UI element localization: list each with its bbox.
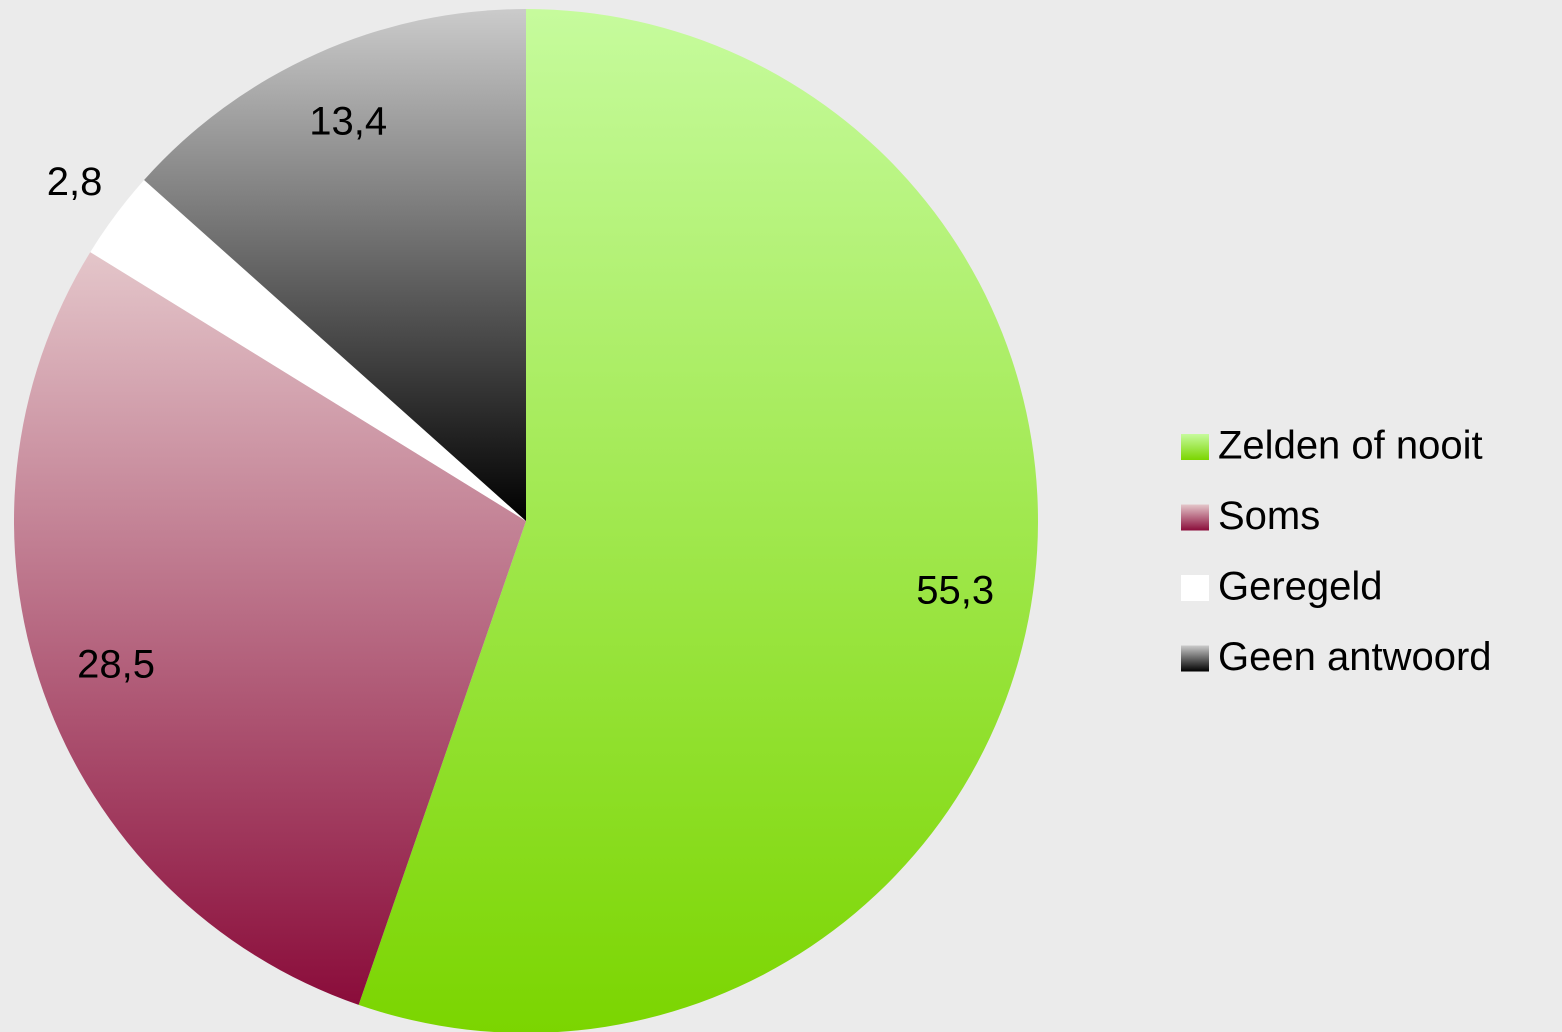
- pie-slice: [144, 9, 527, 521]
- legend-swatch: [1181, 434, 1209, 460]
- data-label: 28,5: [77, 643, 155, 687]
- legend-label: Geen antwoord: [1218, 635, 1492, 679]
- data-label: 55,3: [916, 569, 994, 613]
- data-label: 13,4: [309, 99, 387, 143]
- legend-label: Geregeld: [1218, 565, 1383, 609]
- legend-swatch: [1181, 504, 1209, 531]
- data-label: 2,8: [47, 160, 103, 204]
- legend-label: Soms: [1218, 494, 1320, 538]
- legend-swatch: [1181, 645, 1209, 672]
- pie-slice: [358, 9, 1039, 1032]
- legend-swatch: [1181, 575, 1209, 601]
- pie-slice: [13, 252, 527, 1005]
- pie-slice: [90, 180, 526, 521]
- legend-label: Zelden of nooit: [1218, 424, 1483, 468]
